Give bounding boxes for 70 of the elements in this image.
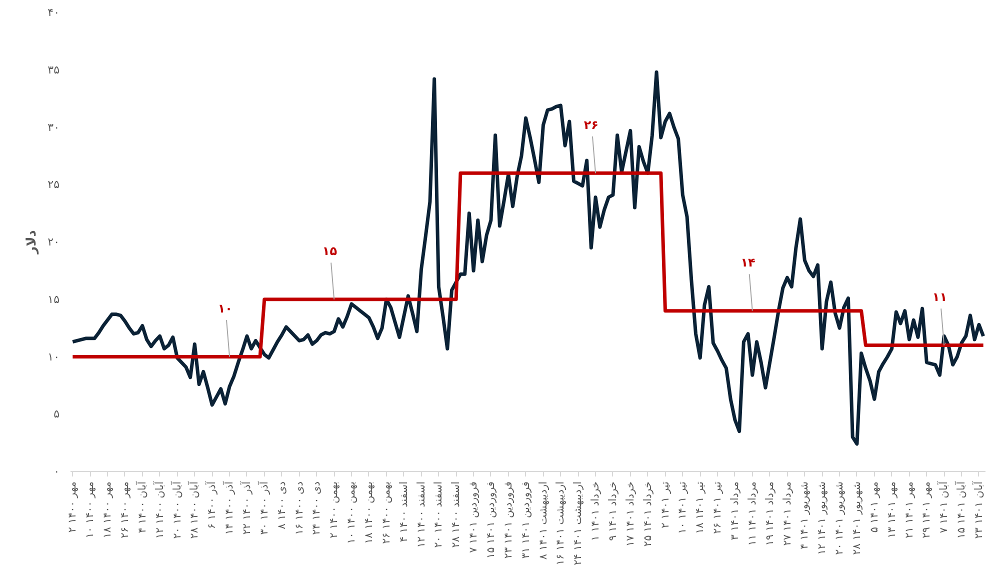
x-tick-label: ۱۸ تیر ۱۴۰۱ xyxy=(694,481,706,534)
x-tick-label: ۲۱ مهر ۱۴۰۱ xyxy=(903,481,916,538)
x-tick-label: ۲۶ تیر ۱۴۰۱ xyxy=(712,481,724,534)
line-series xyxy=(70,171,986,358)
x-tick-label: ۱۱ مرداد ۱۴۰۱ xyxy=(746,481,758,546)
y-tick-label: ۰ xyxy=(54,465,60,478)
x-tick-label: ۷ آبان ۱۴۰۱ xyxy=(937,480,950,534)
annotation: ۲۶ xyxy=(584,118,599,132)
x-tick-label: ۱ خرداد ۱۴۰۱ xyxy=(590,481,602,541)
x-tick-label: ۲۰ شهریور ۱۴۰۱ xyxy=(834,481,846,555)
x-tick-label: ۲۳ فروردین ۱۴۰۱ xyxy=(502,481,514,559)
x-tick-label: ۲۲ آذر ۱۴۰۰ xyxy=(240,480,253,535)
y-tick-label: ۲۵ xyxy=(48,178,60,192)
x-tick-label: ۵ مهر ۱۴۰۱ xyxy=(868,481,880,533)
x-tick-label: ۲۵ خرداد ۱۴۰۱ xyxy=(642,481,654,547)
x-tick-label: ۱۸ مهر ۱۴۰۰ xyxy=(102,481,114,538)
x-tick-label: ۲۴ دی ۱۴۰۰ xyxy=(310,481,323,535)
y-tick-label: ۲۰ xyxy=(48,236,60,248)
x-tick-label: ۳ مرداد ۱۴۰۱ xyxy=(728,481,741,540)
x-tick-label: ۲۰ آبان ۱۴۰۰ xyxy=(170,480,184,539)
x-tick-label: ۱۹ مرداد ۱۴۰۱ xyxy=(764,481,776,546)
x-tick-label: ۲۳ آبان ۱۴۰۱ xyxy=(972,480,985,539)
y-tick-label: ۵ xyxy=(54,408,60,421)
annotation: ۱۱ xyxy=(932,290,948,304)
x-tick-label: ۲۸ آبان ۱۴۰۰ xyxy=(188,480,201,539)
x-tick-label: ۱۴ آذر ۱۴۰۰ xyxy=(222,480,236,535)
y-tick-label: ۳۰ xyxy=(48,120,60,134)
line-series xyxy=(70,70,986,446)
x-tick-label: ۳۱ فروردین ۱۴۰۱ xyxy=(520,481,532,559)
x-tick-label: ۲۶ مهر ۱۴۰۰ xyxy=(118,481,131,538)
annotation: ۱۵ xyxy=(322,244,338,258)
x-tick-label: ۷ فروردین ۱۴۰۱ xyxy=(468,481,480,553)
x-tick-label: ۱۲ آبان ۱۴۰۰ xyxy=(152,480,166,539)
x-tick-label: ۶ آذر ۱۴۰۰ xyxy=(205,480,218,530)
x-tick-label: ۱۲ اسفند ۱۴۰۰ xyxy=(415,481,428,548)
y-tick-label: ۱۵ xyxy=(48,292,60,306)
x-tick-label: ۱۵ فروردین ۱۴۰۱ xyxy=(484,481,497,559)
x-tick-label: ۱۸ بهمن ۱۴۰۰ xyxy=(362,481,375,544)
x-tick-label: ۴ اسفند ۱۴۰۰ xyxy=(398,481,410,542)
x-tick-label: ۲۸ اسفند ۱۴۰۰ xyxy=(450,481,462,548)
x-tick-label: ۱۰ تیر ۱۴۰۱ xyxy=(676,481,689,534)
y-tick-label: ۱۰ xyxy=(48,350,60,364)
annotation: ۱۰ xyxy=(218,301,233,316)
y-tick-label: ۳۵ xyxy=(48,63,60,76)
x-tick-label: ۱۵ آبان ۱۴۰۱ xyxy=(954,480,968,539)
x-tick-label: ۳۰ آذر ۱۴۰۰ xyxy=(257,480,270,535)
x-tick-label: ۲ تیر ۱۴۰۱ xyxy=(659,481,672,528)
x-tick-label: ۱۲ شهریور ۱۴۰۱ xyxy=(816,481,828,555)
y-tick-label: ۴۰ xyxy=(48,6,60,19)
x-tick-label: ۲۰ اسفند ۱۴۰۰ xyxy=(432,481,445,548)
x-tick-label: ۱۰ بهمن ۱۴۰۰ xyxy=(346,481,358,544)
x-tick-label: ۲۶ بهمن ۱۴۰۰ xyxy=(380,481,392,544)
x-tick-label: ۴ آبان ۱۴۰۰ xyxy=(135,480,148,534)
x-tick-label: ۲ مهر ۱۴۰۰ xyxy=(66,481,79,533)
x-tick-label: ۱۳ مهر ۱۴۰۱ xyxy=(886,481,898,538)
y-axis-title: دلار xyxy=(24,230,40,255)
x-tick-label: ۲۴ اردیبهشت ۱۴۰۱ xyxy=(572,481,584,566)
x-tick-label: ۲۸ شهریور ۱۴۰۱ xyxy=(850,481,863,555)
annotation: ۱۴ xyxy=(740,256,756,270)
x-tick-label: ۱۶ دی ۱۴۰۰ xyxy=(293,481,306,535)
x-tick-label: ۹ خرداد ۱۴۰۱ xyxy=(606,481,619,541)
x-tick-label: ۲۷ مرداد ۱۴۰۱ xyxy=(781,481,794,546)
x-tick-label: ۱۷ خرداد ۱۴۰۱ xyxy=(624,481,636,547)
x-tick-label: ۲ بهمن ۱۴۰۰ xyxy=(328,481,340,538)
x-tick-label: ۴ شهریور ۱۴۰۱ xyxy=(798,481,811,550)
x-tick-label: ۲۹ مهر ۱۴۰۱ xyxy=(920,481,933,538)
x-tick-label: ۸ اردیبهشت ۱۴۰۱ xyxy=(537,481,550,560)
x-tick-label: ۱۶ اردیبهشت ۱۴۰۱ xyxy=(554,481,567,566)
x-tick-label: ۱۰ مهر ۱۴۰۰ xyxy=(84,481,96,538)
x-tick-label: ۸ دی ۱۴۰۰ xyxy=(276,481,288,530)
